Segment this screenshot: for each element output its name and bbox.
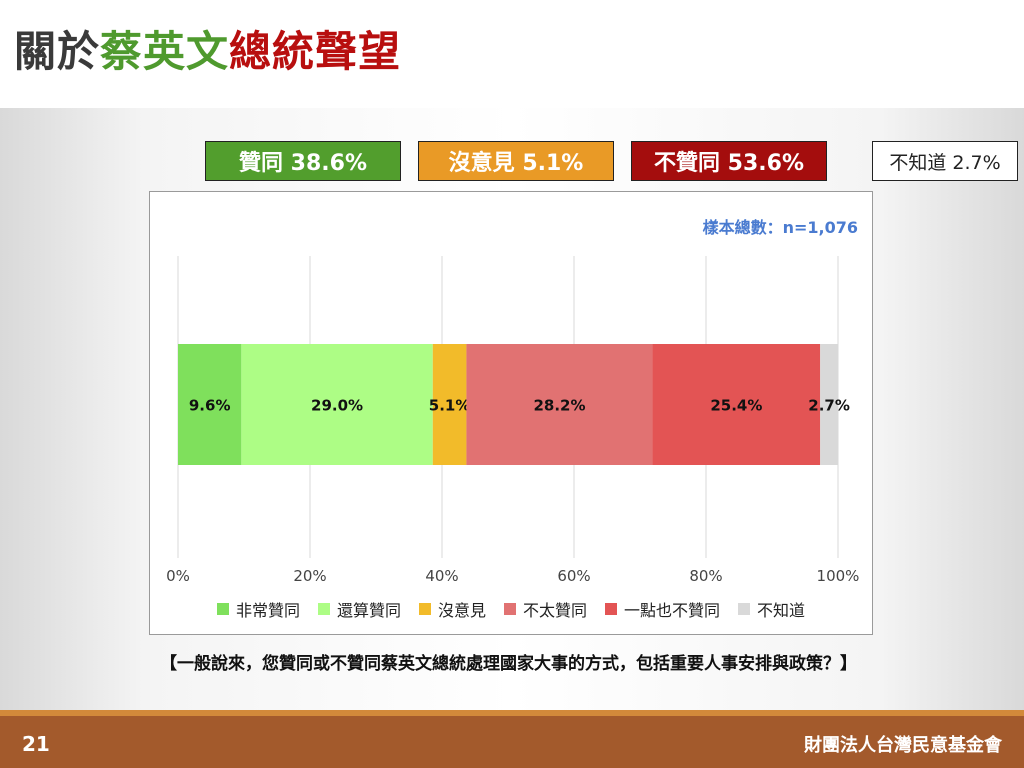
data-label: 25.4% (710, 397, 762, 415)
data-label: 28.2% (533, 397, 585, 415)
bar-segment (820, 344, 838, 465)
title-part-name: 蔡英文 (100, 27, 230, 76)
legend-label: 不太贊同 (523, 601, 588, 620)
legend-label: 一點也不贊同 (624, 601, 721, 620)
chart-panel: 樣本總數：n=1,076 0% 20% 40% 60% 80% 100% 9.6% 29.0%… (149, 191, 873, 635)
x-tick-label: 60% (557, 567, 590, 585)
bar-segment (466, 344, 653, 465)
legend-label: 不知道 (757, 601, 806, 620)
chart-legend: 非常贊同 還算贊同 沒意見 不太贊同 一點也不贊同 不知道 (150, 597, 872, 621)
legend-label: 非常贊同 (235, 601, 300, 620)
legend-swatch (504, 603, 516, 615)
title-part-approval: 總統聲望 (229, 27, 402, 76)
page-number: 21 (22, 732, 50, 756)
legend-swatch (738, 603, 751, 615)
title-part-about: 關於 (14, 27, 101, 76)
bar-segment (652, 344, 821, 465)
survey-question: 【一般說來，您贊同或不贊同蔡英文總統處理國家大事的方式，包括重要人事安排與政策？… (160, 654, 857, 674)
legend-item: 沒意見 (418, 597, 486, 621)
x-tick-label: 100% (817, 567, 860, 585)
legend-item: 不太贊同 (504, 597, 587, 621)
legend-swatch (605, 603, 618, 615)
data-label: 2.7% (808, 397, 850, 415)
legend-swatch (216, 603, 229, 615)
stacked-bar-chart: 0% 20% 40% 60% 80% 100% 9.6% 29.0% 5.1% 28.2% 25.4… (166, 256, 860, 585)
legend-item: 還算贊同 (317, 597, 401, 621)
footer-bar: 21 財團法人台灣民意基金會 (0, 716, 1024, 768)
data-label: 9.6% (189, 397, 231, 415)
x-tick-label: 20% (293, 567, 326, 585)
legend-item: 非常贊同 (216, 597, 300, 621)
bar-segment (178, 344, 242, 465)
data-label: 5.1% (429, 397, 471, 415)
legend-item: 不知道 (738, 597, 805, 621)
legend-label: 還算贊同 (336, 601, 401, 620)
legend-swatch (317, 603, 330, 615)
sample-size-label: 樣本總數：n=1,076 (702, 218, 858, 237)
legend-label: 沒意見 (437, 601, 486, 620)
slide-title: 關於蔡英文總統聲望 (14, 18, 401, 79)
summary-disapprove-box: 不贊同 53.6% (631, 141, 827, 181)
x-tick-label: 40% (425, 567, 458, 585)
legend-swatch (418, 603, 431, 615)
summary-unknown-box: 不知道 2.7% (872, 141, 1018, 181)
footer-accent-line (0, 710, 1024, 716)
x-tick-label: 0% (166, 567, 190, 585)
summary-neutral-box: 沒意見 5.1% (418, 141, 614, 181)
legend-item: 一點也不贊同 (605, 597, 720, 621)
x-tick-label: 80% (689, 567, 722, 585)
bar-segment (241, 344, 433, 465)
summary-approve-box: 贊同 38.6% (205, 141, 401, 181)
bar-segment (432, 344, 467, 465)
organization-name: 財團法人台灣民意基金會 (804, 735, 1002, 756)
data-label: 29.0% (311, 397, 363, 415)
